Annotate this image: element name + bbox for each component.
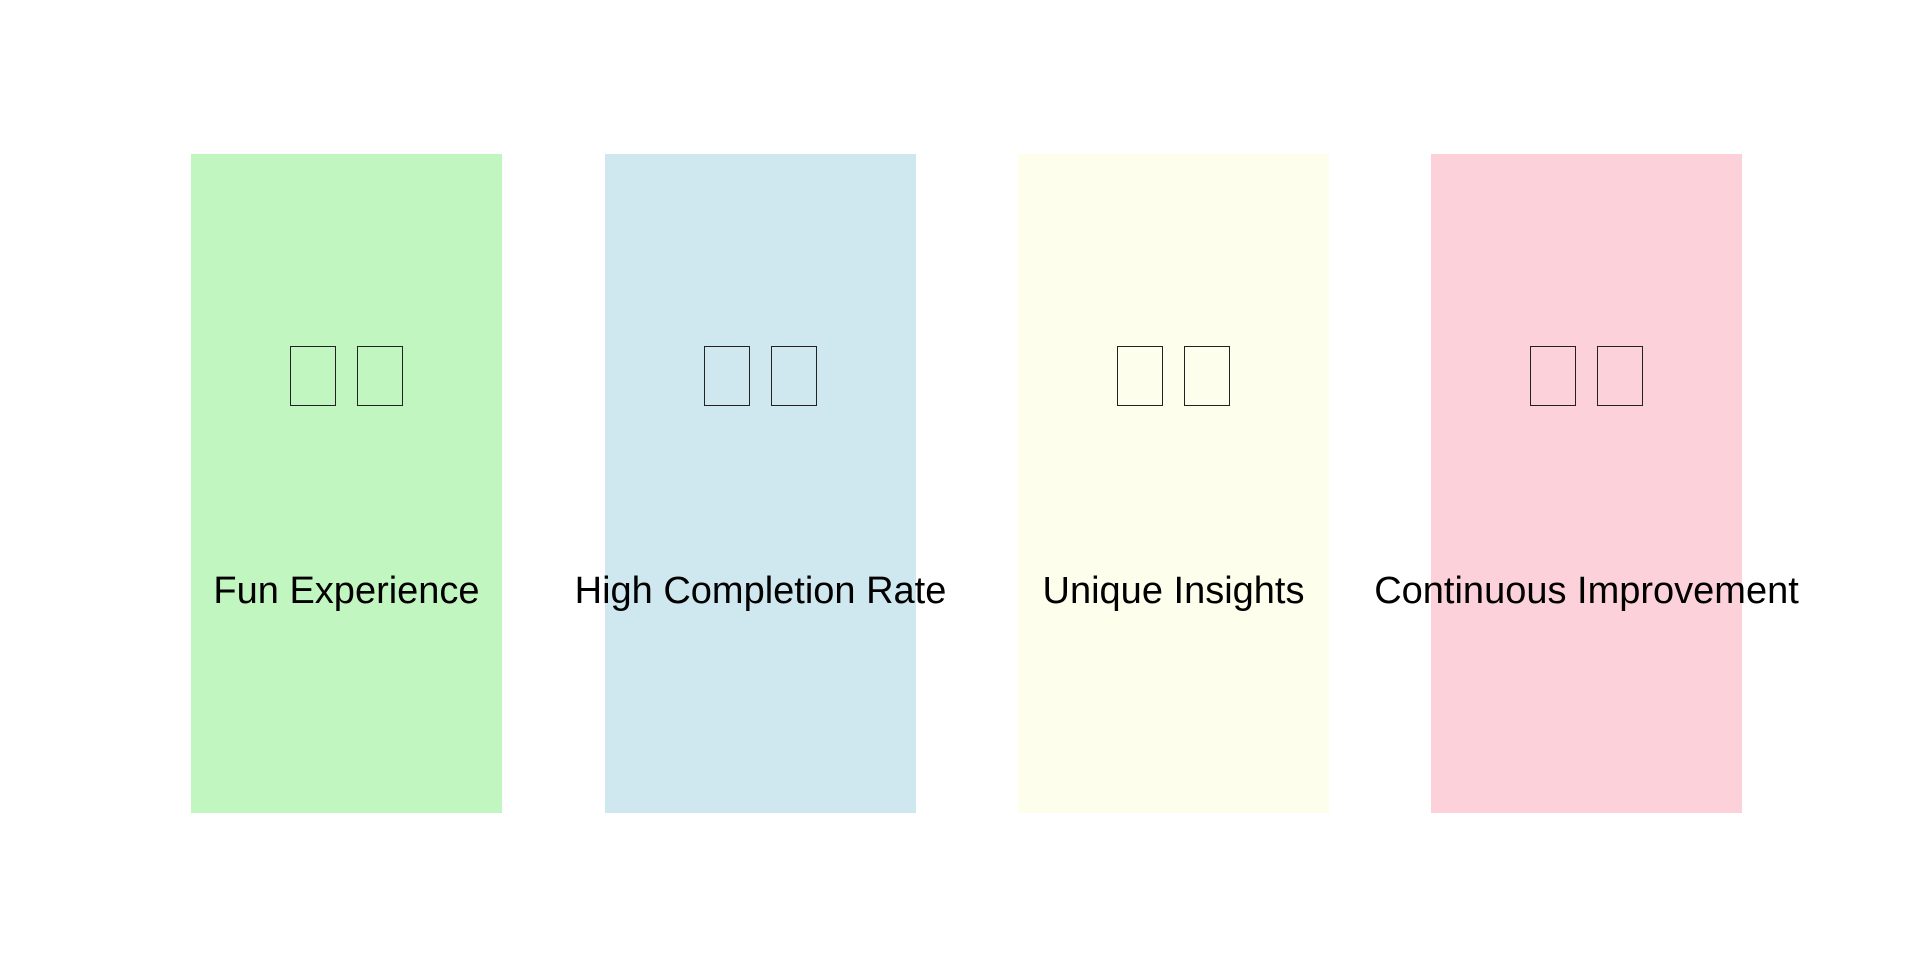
missing-glyph-icon [1184,346,1230,406]
missing-glyph-icon [290,346,336,406]
panel-continuous-improvement: Continuous Improvement [1374,154,1799,813]
missing-glyph-icon [357,346,403,406]
missing-glyph-icon [1117,346,1163,406]
panel-high-completion-rate: High Completion Rate [575,154,946,813]
missing-glyph-icon [771,346,817,406]
panel-label: High Completion Rate [574,570,947,612]
missing-glyph-icon [1597,346,1643,406]
panel-label: Continuous Improvement [1374,570,1799,612]
panel-label: Unique Insights [1042,570,1305,612]
panel-unique-insights: Unique Insights [1018,154,1329,813]
panel-label: Fun Experience [213,570,480,612]
panel-glyphs [1018,346,1329,406]
missing-glyph-icon [704,346,750,406]
panel-glyphs [191,346,502,406]
missing-glyph-icon [1530,346,1576,406]
panel-glyphs [1431,346,1742,406]
panel-glyphs [605,346,916,406]
panel-fun-experience: Fun Experience [191,154,502,813]
